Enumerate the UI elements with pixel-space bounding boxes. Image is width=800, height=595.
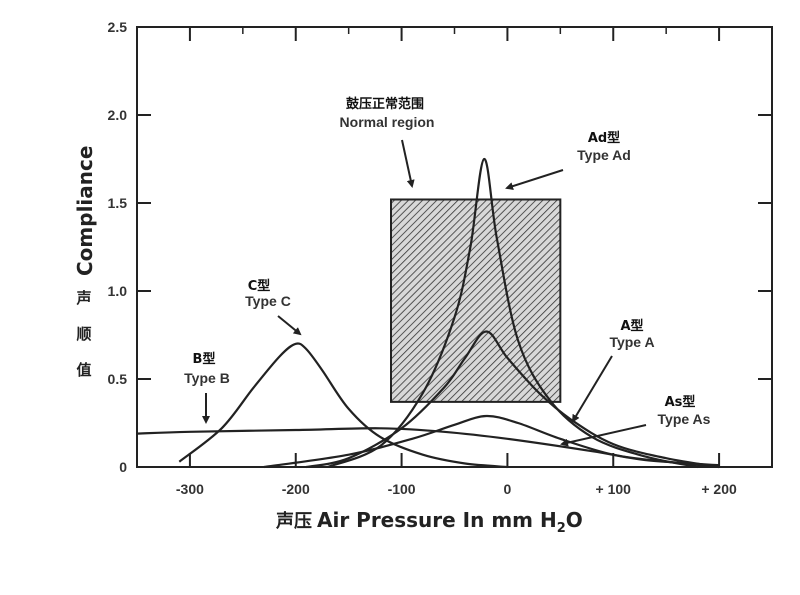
y-tick-labels: 0 0.5 1.0 1.5 2.0 2.5 — [108, 19, 128, 475]
y-tick-label: 1.5 — [108, 195, 128, 211]
x-tick-label: -300 — [176, 481, 204, 497]
y-tick-label: 0.5 — [108, 371, 128, 387]
x-tick-label: -200 — [282, 481, 310, 497]
type-a-arrow — [571, 355, 613, 423]
normal-region-label: Normal region — [340, 114, 435, 130]
y-tick-label: 2.5 — [108, 19, 128, 35]
x-tick-label: + 100 — [596, 481, 632, 497]
y-tick-label: 2.0 — [108, 107, 128, 123]
type-a-label: Type A — [609, 334, 654, 350]
type-b-label-cn: B型 — [193, 351, 216, 367]
type-b-label: Type B — [184, 370, 230, 386]
series-line-type-as — [263, 414, 720, 469]
type-as-arrow — [560, 424, 647, 447]
y-tick-label: 1.0 — [108, 283, 128, 299]
x-tick-label: -100 — [388, 481, 416, 497]
x-axis-title: 声压 Air Pressure In mm H2O — [275, 508, 583, 536]
series-line-type-c — [178, 342, 508, 469]
tick-marks — [137, 26, 772, 468]
x-tick-label: + 200 — [701, 481, 737, 497]
normal-region-box — [390, 198, 562, 403]
y-tick-label: 0 — [119, 459, 127, 475]
normal-region-arrow — [401, 139, 415, 188]
type-c-label: Type C — [245, 293, 291, 309]
type-ad-label: Type Ad — [577, 147, 631, 163]
type-as-label-cn: As型 — [665, 394, 696, 410]
x-tick-labels: -300 -200 -100 0 + 100 + 200 — [176, 481, 737, 497]
type-c-label-cn: C型 — [248, 278, 271, 294]
type-c-arrow — [277, 315, 302, 336]
type-as-label: Type As — [658, 411, 711, 427]
y-axis-title-cn-3: 值 — [76, 361, 91, 379]
series-line-type-b — [136, 427, 720, 467]
y-axis-title-cn-2: 顺 — [76, 325, 91, 343]
series-line-type-a — [306, 330, 720, 469]
type-ad-label-cn: Ad型 — [588, 130, 620, 146]
type-ad-arrow — [505, 169, 564, 190]
x-tick-label: 0 — [504, 481, 512, 497]
type-a-label-cn: A型 — [620, 318, 643, 334]
y-axis-title: Compliance — [73, 146, 97, 276]
normal-region-label-cn: 鼓压正常范围 — [346, 96, 424, 112]
y-axis-title-cn-1: 声 — [75, 289, 91, 307]
